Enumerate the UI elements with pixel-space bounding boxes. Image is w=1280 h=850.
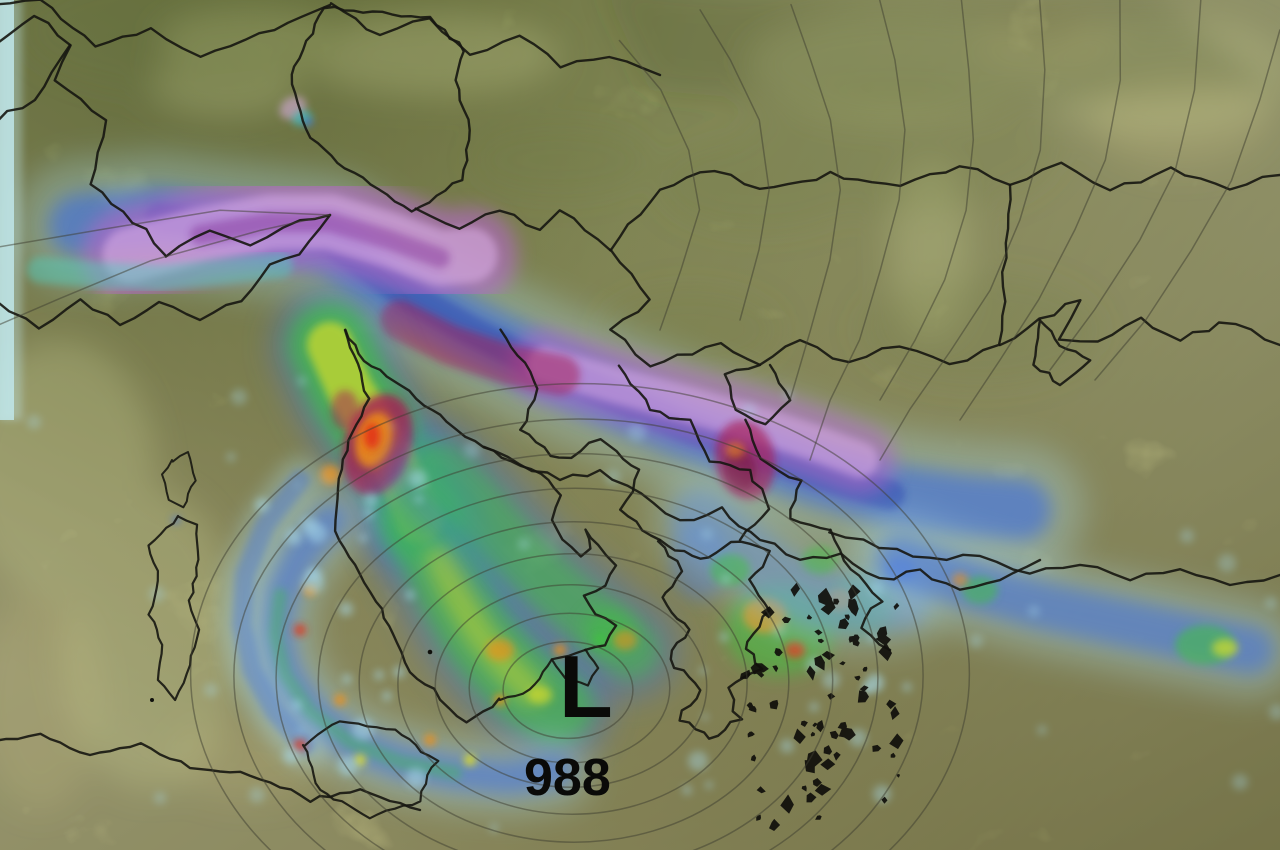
svg-text:988: 988: [524, 749, 611, 807]
svg-text:L: L: [559, 637, 611, 736]
